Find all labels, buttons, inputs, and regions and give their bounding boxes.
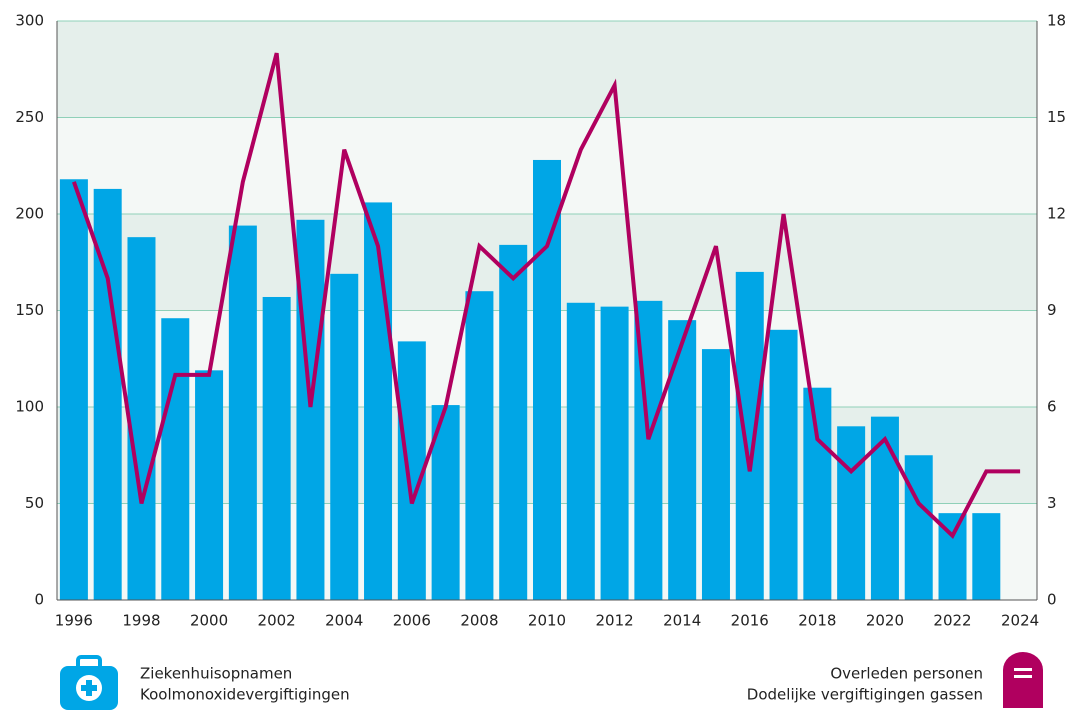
- bar: [972, 513, 1001, 600]
- x-tick-label: 2002: [258, 612, 296, 630]
- bar: [397, 341, 426, 600]
- y2-tick-label: 9: [1047, 301, 1057, 319]
- y-tick-label: 0: [34, 591, 44, 609]
- bar: [769, 329, 798, 600]
- x-tick-label: 1998: [122, 612, 160, 630]
- x-tick-label: 2020: [866, 612, 904, 630]
- x-tick-label: 2012: [595, 612, 633, 630]
- x-tick-label: 2024: [1001, 612, 1039, 630]
- x-tick-label: 2014: [663, 612, 701, 630]
- bar: [533, 159, 561, 600]
- x-tick-label: 2004: [325, 612, 363, 630]
- bar: [499, 244, 528, 600]
- y2-tick-label: 18: [1047, 12, 1066, 30]
- y-tick-label: 300: [15, 12, 44, 30]
- bar: [566, 302, 595, 600]
- bar: [262, 296, 291, 600]
- legend-note: Dodelijke vergiftigingen gassen: [747, 686, 983, 704]
- legend-label: Overleden personen: [830, 665, 983, 683]
- y-tick-label: 150: [15, 301, 44, 319]
- x-tick-label: 2006: [393, 612, 431, 630]
- bar: [803, 387, 832, 600]
- bar: [837, 426, 866, 600]
- bar: [127, 237, 156, 600]
- y-tick-label: 50: [25, 494, 44, 512]
- y2-tick-label: 12: [1047, 205, 1066, 223]
- x-tick-label: 1996: [55, 612, 93, 630]
- y2-tick-label: 6: [1047, 398, 1057, 416]
- hospital-icon: [60, 655, 118, 710]
- bar: [330, 273, 359, 600]
- line: [72, 52, 1021, 539]
- x-tick-label: 2022: [933, 612, 971, 630]
- bar: [296, 219, 325, 601]
- x-tick-label: 2018: [798, 612, 836, 630]
- bar: [161, 318, 190, 600]
- legend-note: Koolmonoxidevergiftigingen: [140, 686, 350, 704]
- bar: [668, 320, 697, 600]
- bar: [59, 179, 88, 600]
- y-tick-label: 200: [15, 205, 44, 223]
- y-tick-label: 100: [15, 398, 44, 416]
- y2-tick-label: 3: [1047, 494, 1057, 512]
- bar: [228, 225, 257, 600]
- bar: [195, 370, 224, 600]
- y2-tick-label: 15: [1047, 108, 1066, 126]
- death-icon: [1003, 652, 1043, 708]
- y2-tick-label: 0: [1047, 591, 1057, 609]
- bar: [904, 455, 933, 600]
- bar: [465, 291, 494, 600]
- bar: [364, 202, 393, 601]
- bar: [870, 416, 899, 600]
- legend-label: Ziekenhuisopnamen: [140, 665, 292, 683]
- x-tick-label: 2000: [190, 612, 228, 630]
- x-tick-label: 2016: [731, 612, 769, 630]
- y-tick-label: 250: [15, 108, 44, 126]
- bar: [701, 349, 730, 600]
- x-tick-label: 2008: [460, 612, 498, 630]
- grid-band: [57, 21, 1037, 118]
- bar: [735, 271, 764, 600]
- plot: 0 50 100 150 200 250 300 0 3 6 9 12 15 18 1996 1998 2000…: [15, 12, 1066, 630]
- x-tick-label: 2010: [528, 612, 566, 630]
- bar: [600, 306, 629, 600]
